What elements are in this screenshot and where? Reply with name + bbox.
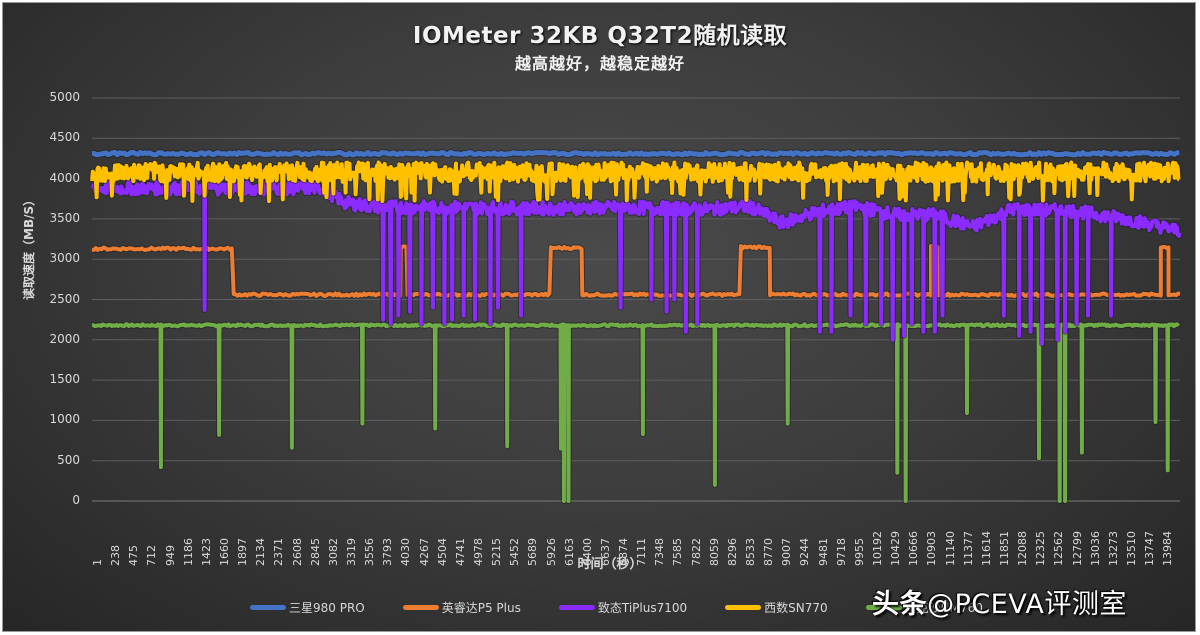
x-axis-label: 时间（秒） bbox=[577, 557, 643, 572]
series-line bbox=[91, 322, 1180, 503]
legend-label: 西数SN770 bbox=[764, 600, 828, 615]
x-tick-label: 10903 bbox=[925, 531, 939, 566]
x-tick-label: 1660 bbox=[217, 538, 231, 566]
legend-item: 西数SN770 bbox=[725, 599, 828, 616]
y-tick-label: 0 bbox=[72, 493, 80, 507]
x-tick-label: 4978 bbox=[471, 538, 485, 566]
x-tick-label: 13510 bbox=[1124, 531, 1138, 566]
x-tick-label: 4267 bbox=[417, 538, 431, 566]
x-tick-label: 475 bbox=[127, 545, 141, 566]
x-tick-label: 10429 bbox=[889, 531, 903, 566]
y-tick-label: 1500 bbox=[49, 372, 80, 387]
x-tick-label: 13747 bbox=[1143, 531, 1157, 566]
x-tick-label: 11614 bbox=[979, 531, 993, 566]
x-tick-label: 5452 bbox=[508, 538, 522, 566]
x-tick-label: 13036 bbox=[1088, 531, 1102, 566]
watermark-text: @PCEVA评测室 bbox=[927, 589, 1127, 620]
legend-label: 英睿达P5 Plus bbox=[441, 600, 521, 615]
x-tick-label: 4030 bbox=[399, 538, 413, 566]
y-tick-label: 2500 bbox=[49, 291, 80, 306]
x-tick-label: 2608 bbox=[290, 538, 304, 566]
x-tick-label: 12799 bbox=[1070, 531, 1084, 566]
x-tick-label: 8770 bbox=[762, 538, 776, 566]
chart-subtitle: 越高越好，越稳定越好 bbox=[514, 54, 685, 73]
legend-item: 三星980 PRO bbox=[250, 599, 365, 616]
legend-swatch bbox=[402, 604, 439, 610]
x-tick-label: 8533 bbox=[744, 538, 758, 566]
x-tick-label: 12088 bbox=[1016, 531, 1030, 566]
x-tick-label: 2371 bbox=[272, 538, 286, 566]
y-tick-label: 500 bbox=[57, 452, 80, 467]
x-tick-label: 1423 bbox=[199, 538, 213, 566]
legend-swatch bbox=[250, 604, 286, 610]
y-tick-label: 1000 bbox=[49, 412, 80, 427]
x-tick-label: 2134 bbox=[254, 538, 268, 566]
x-tick-label: 8296 bbox=[725, 538, 739, 566]
x-tick-label: 7585 bbox=[671, 538, 685, 566]
x-tick-label: 9718 bbox=[834, 538, 848, 566]
x-tick-label: 9244 bbox=[798, 538, 812, 566]
x-tick-label: 12325 bbox=[1034, 531, 1048, 566]
x-tick-label: 5926 bbox=[544, 538, 558, 566]
watermark: 头条@PCEVA评测室 bbox=[872, 582, 1127, 621]
y-tick-label: 4000 bbox=[49, 170, 80, 185]
x-tick-label: 3319 bbox=[344, 538, 358, 566]
x-tick-label: 7822 bbox=[689, 538, 703, 566]
x-tick-label: 1897 bbox=[236, 538, 250, 566]
legend-label: 致态TiPlus7100 bbox=[597, 600, 688, 615]
x-tick-label: 12562 bbox=[1052, 531, 1066, 566]
series-line bbox=[91, 149, 1180, 158]
x-tick-label: 13273 bbox=[1106, 531, 1120, 566]
x-tick-label: 949 bbox=[163, 545, 177, 566]
x-tick-label: 10192 bbox=[871, 531, 885, 566]
y-tick-label: 3000 bbox=[49, 251, 80, 266]
chart-title: IOMeter 32KB Q32T2随机读取 bbox=[412, 23, 788, 49]
x-tick-label: 3793 bbox=[381, 538, 395, 566]
x-tick-label: 11851 bbox=[998, 531, 1011, 566]
x-tick-label: 3082 bbox=[326, 538, 340, 566]
series-line bbox=[91, 244, 1181, 298]
legend-swatch bbox=[558, 604, 595, 610]
x-tick-label: 8059 bbox=[707, 538, 721, 566]
x-tick-label: 9955 bbox=[852, 538, 866, 566]
x-tick-label: 13984 bbox=[1161, 531, 1175, 566]
legend-label: 三星980 PRO bbox=[289, 600, 365, 615]
y-tick-label: 5000 bbox=[49, 90, 80, 104]
legend: 三星980 PRO 英睿达P5 Plus 致态TiPlus7100 西数SN770 雷克… bbox=[250, 597, 1021, 617]
x-tick-label: 238 bbox=[109, 545, 123, 566]
x-tick-label: 4504 bbox=[435, 538, 449, 566]
legend-swatch bbox=[865, 604, 902, 610]
legend-item: 致态TiPlus7100 bbox=[558, 599, 688, 616]
x-tick-label: 712 bbox=[145, 545, 159, 566]
x-tick-label: 11140 bbox=[943, 531, 957, 566]
x-tick-label: 5689 bbox=[526, 538, 540, 566]
y-tick-label: 4500 bbox=[49, 130, 80, 145]
x-tick-label: 9481 bbox=[816, 538, 830, 566]
legend-item: 英睿达P5 Plus bbox=[402, 599, 521, 616]
y-tick-label: 3500 bbox=[49, 210, 80, 225]
legend-swatch bbox=[725, 604, 762, 610]
x-tick-label: 1 bbox=[91, 559, 104, 566]
x-tick-label: 1186 bbox=[181, 538, 195, 566]
x-tick-label: 9007 bbox=[780, 538, 794, 566]
series-line bbox=[90, 160, 1181, 204]
y-tick-label: 2000 bbox=[49, 331, 80, 346]
watermark-prefix: 头条 bbox=[872, 589, 927, 620]
x-tick-label: 11377 bbox=[961, 531, 975, 566]
legend-item: 雷克沙NM760 bbox=[865, 599, 983, 616]
x-tick-label: 3556 bbox=[363, 538, 377, 566]
legend-label: 雷克沙NM760 bbox=[904, 600, 983, 615]
x-tick-label: 4741 bbox=[453, 538, 467, 566]
x-tick-label: 10666 bbox=[907, 531, 921, 566]
x-tick-label: 2845 bbox=[308, 538, 322, 566]
x-tick-label: 5215 bbox=[490, 538, 504, 566]
